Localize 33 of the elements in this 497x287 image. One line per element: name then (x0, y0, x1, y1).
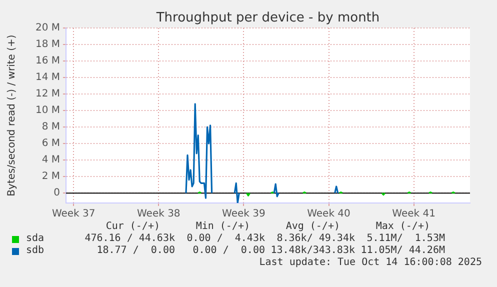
text: 5.11M/ 1.53M (366, 233, 445, 244)
y-tick-label: 12 M (35, 88, 60, 100)
text: Avg (-/+) (286, 221, 340, 232)
y-tick-label: 6 M (42, 138, 60, 150)
y-tick-label: 10 M (35, 105, 60, 116)
y-tick-label: 8 M (42, 122, 60, 133)
chart-title: Throughput per device - by month (155, 10, 380, 26)
y-tick-label: 18 M (35, 39, 60, 50)
y-tick-label: 2 M (42, 171, 60, 182)
text: 11.05M/ 44.26M (360, 245, 445, 256)
y-tick-label: 4 M (42, 154, 60, 166)
text: 8.36k/ 49.34k (276, 233, 355, 244)
y-axis-title: Bytes/second read (-) / write (+) (6, 34, 18, 196)
x-tick-label: Week 39 (222, 208, 266, 220)
x-tick-label: Week 37 (52, 208, 96, 220)
text: Max (-/+) (376, 221, 430, 232)
x-tick-label: Week 38 (136, 208, 180, 220)
text: Last update: Tue Oct 14 16:00:08 2025 (259, 257, 482, 268)
y-tick-label: 0 (54, 188, 60, 199)
text: 0.00 / 4.43k (186, 233, 265, 244)
legend-label: sda (26, 233, 44, 244)
text: 476.16 / 44.63k (84, 233, 175, 244)
legend-label: sdb (26, 245, 44, 256)
x-tick-label: Week 40 (307, 208, 350, 220)
text: 13.48k/343.83k (270, 245, 355, 256)
y-tick-label: 16 M (35, 56, 60, 67)
x-tick-label: Week 41 (392, 208, 436, 220)
text: Min (-/+) (196, 221, 250, 232)
y-tick-label: 14 M (35, 72, 60, 84)
text: 18.77 / 0.00 (96, 245, 175, 256)
text: 0.00 / 0.00 (192, 245, 265, 256)
y-tick-label: 20 M (35, 22, 60, 34)
text: Cur (-/+) (106, 221, 160, 232)
